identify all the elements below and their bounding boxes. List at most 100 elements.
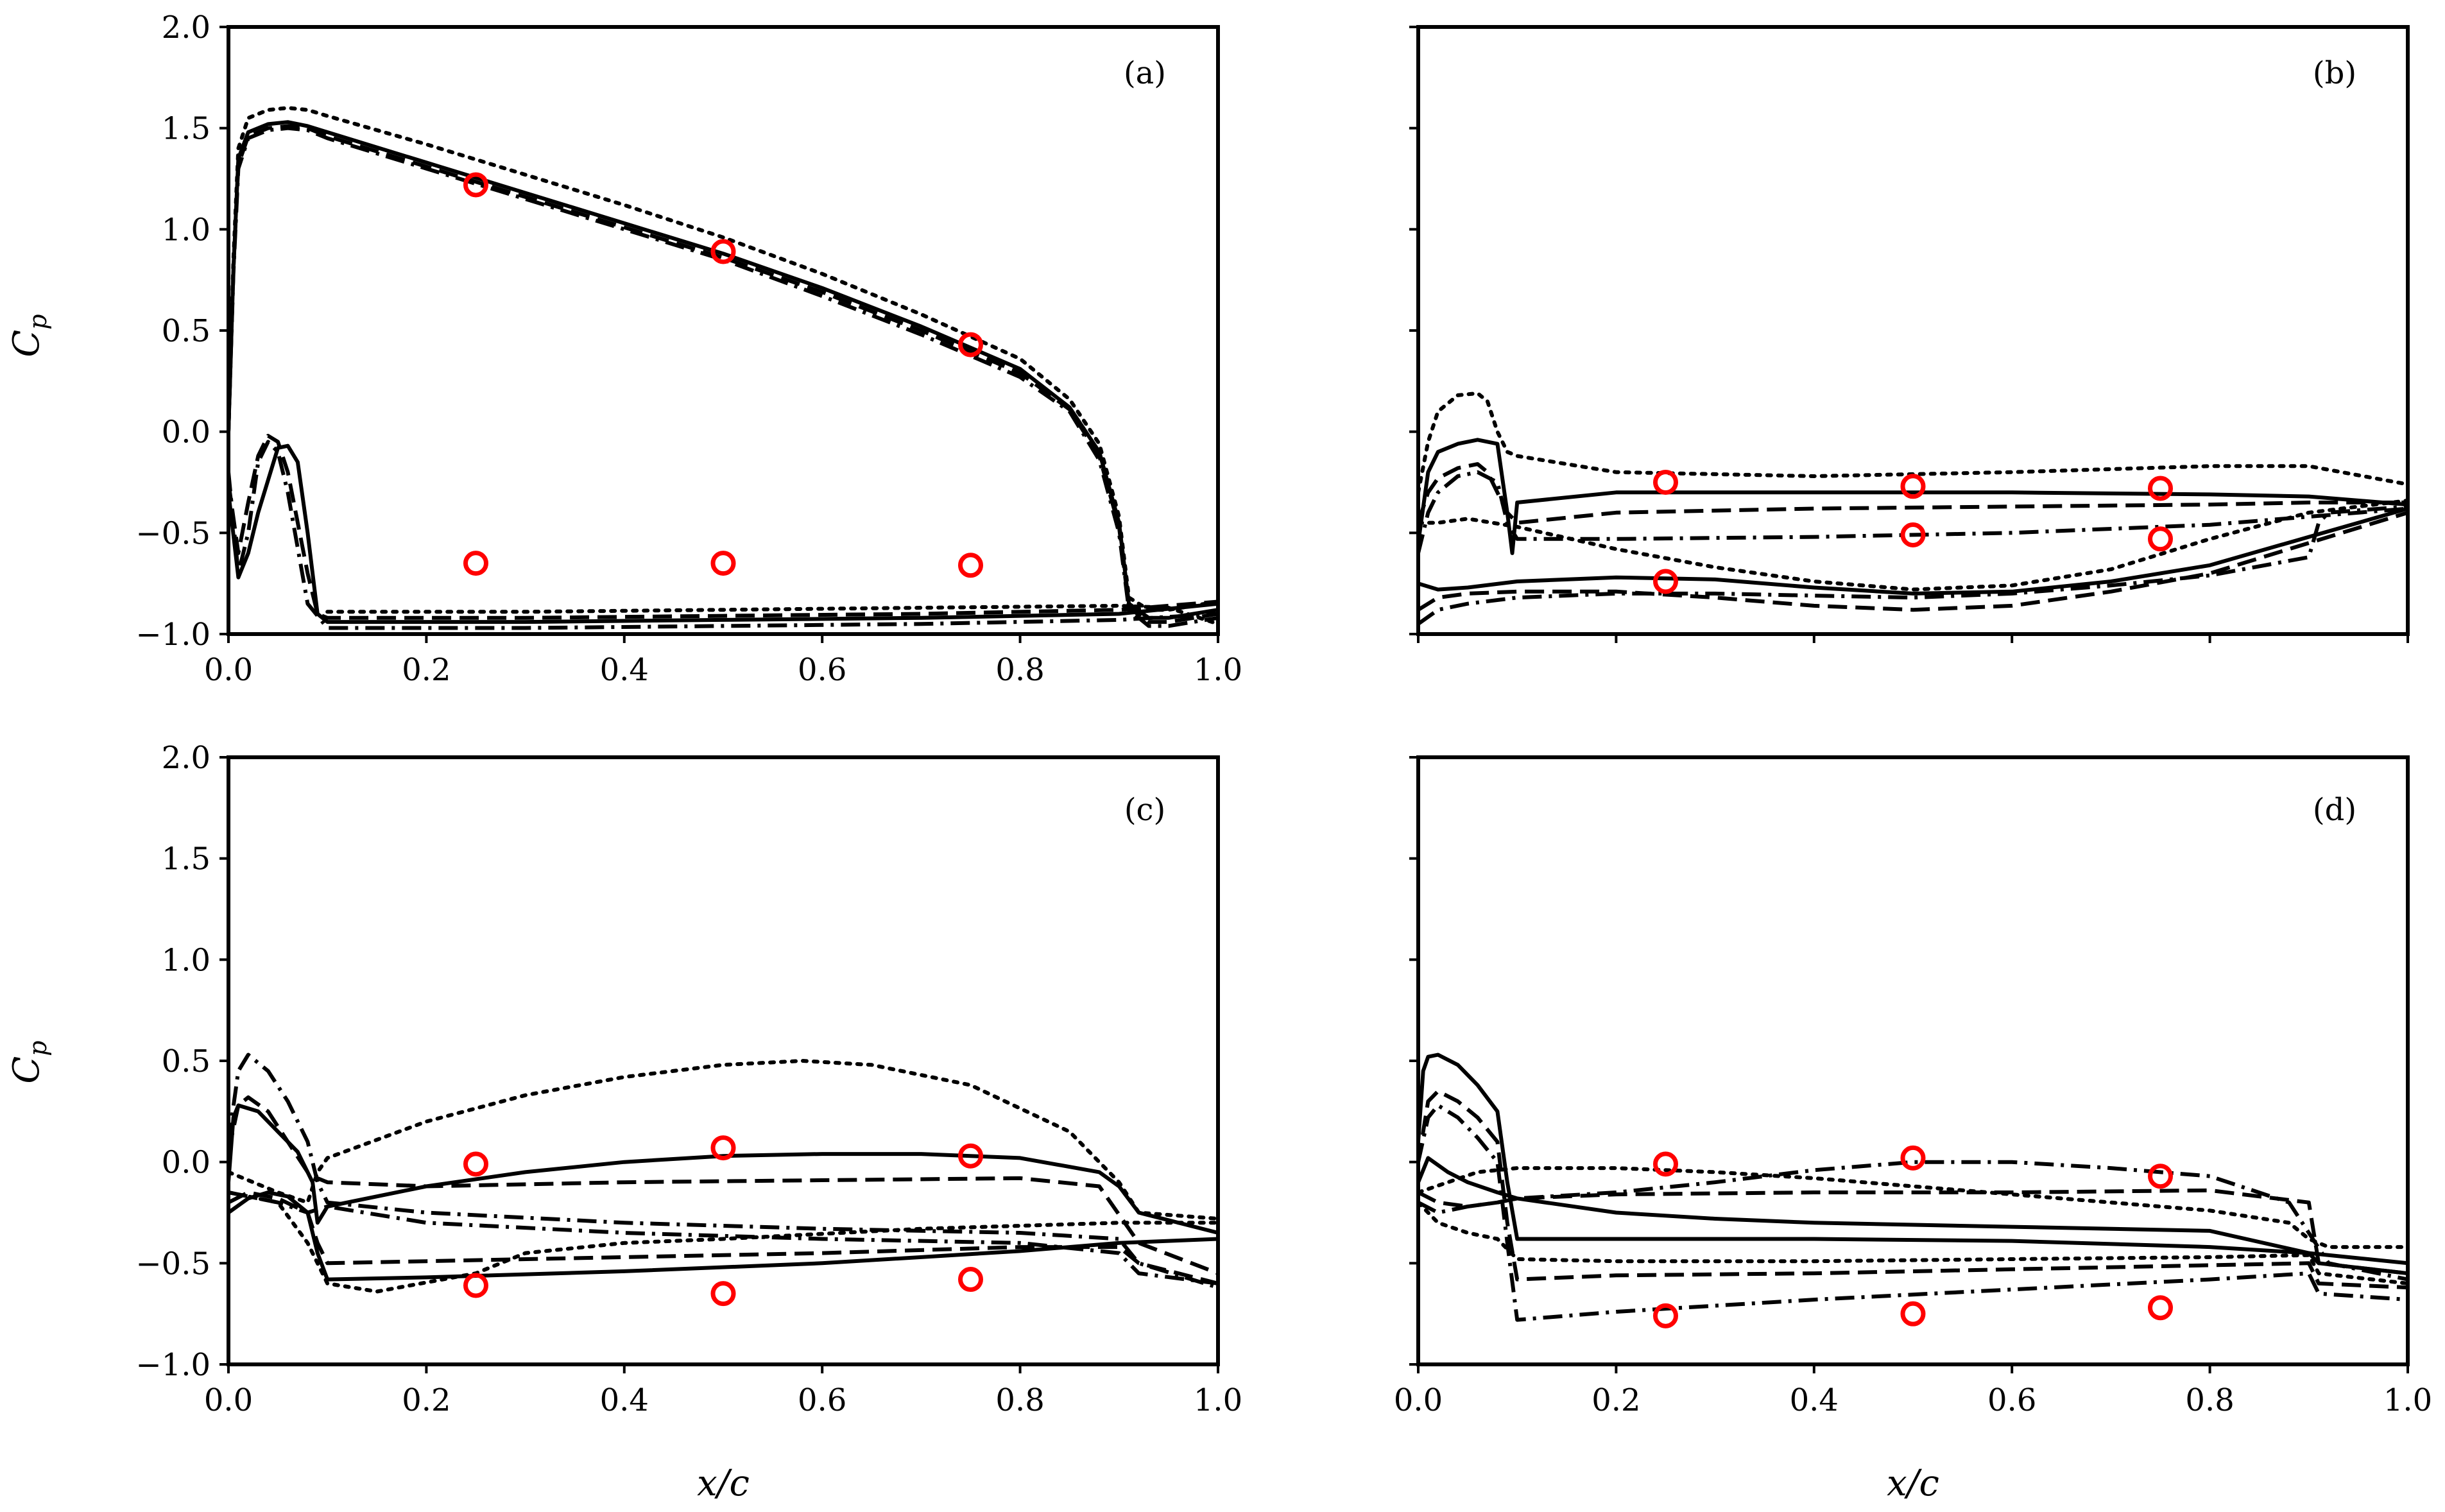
axes-frame	[1416, 755, 2410, 1366]
panel-label-a: (a)	[1124, 55, 1166, 91]
panel-a: −1.0 −0.5 0.0 0.5 1.0 1.5 2.0 0.0 0.2 0.4 0.6 0.8 1.…	[135, 10, 1242, 688]
series-dashed-lower	[1418, 510, 2408, 612]
experimental-marker	[2148, 476, 2173, 501]
x-tick-label: 0.8	[995, 652, 1044, 688]
series-dashed	[228, 124, 1218, 624]
y-tick-label: −0.5	[135, 1246, 210, 1282]
plot-area-c	[228, 1052, 1218, 1294]
series-solid-lower	[1418, 506, 2408, 596]
axes-frame	[227, 755, 1220, 1366]
x-tick-label: 1.0	[1194, 652, 1242, 688]
experimental-marker	[463, 172, 488, 198]
y-tick-label: 0.0	[162, 415, 210, 451]
experimental-marker	[1653, 1303, 1678, 1328]
experimental-marker	[463, 1151, 488, 1177]
series-dashed-lower	[228, 1190, 1218, 1285]
x-tick-label: 0.8	[2185, 1382, 2234, 1418]
x-tick-label: 0.6	[798, 1382, 846, 1418]
x-tick-label: 0.6	[798, 652, 846, 688]
series-dotted-lower	[1418, 1200, 2408, 1285]
series-dashed-upper	[1418, 1089, 2408, 1290]
experimental-marker	[710, 239, 736, 264]
experimental-marker	[2148, 1164, 2173, 1189]
experimental-marker	[958, 1143, 983, 1169]
experimental-marker	[463, 1273, 488, 1298]
experimental-marker	[1900, 1145, 1926, 1171]
panel-label-b: (b)	[2313, 55, 2356, 91]
series-dashdot	[228, 126, 1218, 628]
experimental-marker	[710, 1135, 736, 1161]
x-axis-label-left: x/c	[697, 1463, 750, 1504]
y-tick-label: 1.5	[162, 111, 210, 147]
y-tick-label: 1.0	[162, 212, 210, 248]
series-dotted-upper	[1418, 391, 2408, 495]
series-dotted	[228, 106, 1218, 612]
series-dotted-upper	[1418, 1166, 2408, 1250]
x-tick-label: 0.8	[995, 1382, 1044, 1418]
x-tick-label: 0.4	[600, 1382, 649, 1418]
experimental-marker	[1900, 522, 1926, 547]
series-dashed-lower	[228, 434, 1218, 620]
series-solid-upper	[1418, 438, 2408, 555]
series-dashdot-lower	[1418, 504, 2408, 626]
experimental-marker	[1653, 1151, 1678, 1177]
series-dashdot-upper	[228, 1052, 1218, 1290]
x-axis-label-right: x/c	[1887, 1463, 1939, 1504]
experimental-marker	[1900, 474, 1926, 499]
series-solid-lower	[228, 443, 1218, 624]
series-dashed-upper	[1418, 462, 2408, 525]
plot-area-b	[1418, 391, 2408, 626]
y-tick-label: 0.5	[162, 313, 210, 349]
series-dashed-upper	[228, 1095, 1218, 1275]
x-tick-label: 1.0	[2383, 1382, 2432, 1418]
series-solid	[228, 120, 1218, 620]
x-tick-label: 0.4	[1790, 1382, 1839, 1418]
x-tick-label: 0.0	[204, 652, 253, 688]
x-tick-label: 0.0	[204, 1382, 253, 1418]
series-dashdot-upper	[1418, 1103, 2408, 1322]
experimental-marker	[1653, 569, 1678, 594]
y-tick-label: 0.0	[162, 1145, 210, 1181]
experimental-marker	[2148, 1295, 2173, 1321]
series-dotted-lower	[1418, 498, 2408, 592]
experimental-marker	[710, 551, 736, 576]
y-axis-label-top: Cp	[6, 314, 52, 357]
experimental-marker	[710, 1281, 736, 1307]
y-tick-label: 2.0	[162, 10, 210, 46]
series-solid-upper	[228, 1103, 1218, 1235]
series-dotted-upper	[228, 1059, 1218, 1221]
panel-b	[1409, 25, 2410, 643]
y-tick-label: 0.5	[162, 1044, 210, 1079]
experimental-marker	[1653, 470, 1678, 495]
y-tick-label: −1.0	[135, 617, 210, 653]
plot-area-d	[1418, 1052, 2408, 1322]
y-tick-label: 2.0	[162, 740, 210, 776]
x-tick-label: 0.4	[600, 652, 649, 688]
series-dotted-lower	[325, 603, 1218, 626]
x-tick-label: 0.2	[1591, 1382, 1640, 1418]
axes-frame	[227, 25, 1220, 636]
series-solid-upper	[1418, 1052, 2408, 1266]
series-dashdot-upper	[1418, 470, 2408, 554]
panel-label-c: (c)	[1124, 792, 1165, 828]
experimental-marker	[1900, 1301, 1926, 1327]
x-tick-label: 0.0	[1394, 1382, 1443, 1418]
y-axis-label-bottom: Cp	[6, 1040, 52, 1083]
y-tick-label: −1.0	[135, 1347, 210, 1383]
y-tick-label: −0.5	[135, 515, 210, 551]
experimental-marker	[958, 1267, 983, 1293]
y-tick-label: 1.5	[162, 841, 210, 877]
experimental-marker	[958, 332, 983, 357]
x-tick-label: 0.2	[402, 1382, 450, 1418]
panel-c: −1.0 −0.5 0.0 0.5 1.0 1.5 2.0 0.0 0.2 0.4 0.6 0.8 1.…	[135, 740, 1242, 1418]
x-tick-label: 0.2	[402, 652, 450, 688]
series-dashdot-lower	[228, 440, 1218, 630]
x-tick-label: 1.0	[1194, 1382, 1242, 1418]
panel-label-d: (d)	[2313, 792, 2356, 828]
x-tick-label: 0.6	[1987, 1382, 2036, 1418]
panel-d: 0.0 0.2 0.4 0.6 0.8 1.0	[1394, 755, 2432, 1418]
series-dotted-lower	[228, 1190, 1218, 1294]
series-solid-lower	[1418, 1156, 2408, 1276]
series-dashdot-lower	[1418, 1160, 2408, 1282]
